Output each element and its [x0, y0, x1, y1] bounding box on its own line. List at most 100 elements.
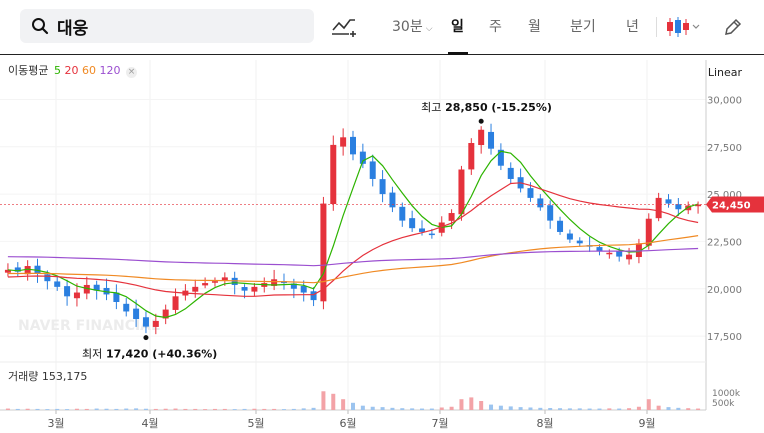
scale-toggle[interactable]: Linear [707, 66, 742, 79]
volume-bar [459, 399, 464, 410]
volume-bar [35, 408, 40, 410]
candle-body [133, 308, 140, 320]
search-query[interactable]: 대웅 [57, 18, 89, 39]
candle-body [359, 151, 366, 164]
candle-body [192, 286, 199, 292]
volume-bar [538, 407, 543, 410]
moving-average-legend: 이동평균 5 20 60 120 × [8, 62, 137, 78]
candle-body [24, 266, 31, 275]
volume-bar [104, 408, 109, 410]
candle-body [695, 204, 702, 207]
volume-bar [380, 407, 385, 410]
candle-body [685, 205, 692, 211]
price-axis-label: 30,000 [707, 95, 742, 106]
volume-bar [262, 408, 267, 410]
candle-body [93, 284, 100, 291]
candle-body [271, 279, 278, 286]
candle-body [54, 281, 61, 287]
volume-bar [193, 408, 198, 410]
candle-body [606, 252, 613, 255]
ma-period-60[interactable]: 60 [81, 64, 96, 77]
candle-body [142, 317, 149, 327]
candle-body [419, 228, 426, 232]
candle-body [566, 233, 573, 240]
active-tab-indicator [448, 52, 468, 55]
close-icon[interactable]: × [125, 67, 137, 78]
candle-body [300, 285, 307, 293]
ma-period-5[interactable]: 5 [53, 64, 61, 77]
candle-body [211, 281, 218, 283]
candle-body [537, 198, 544, 208]
tab-year[interactable]: 년 [626, 19, 639, 35]
volume-bar [252, 408, 257, 410]
candle-body [488, 131, 495, 149]
tab-quarter[interactable]: 분기 [570, 19, 596, 35]
candle-body [635, 243, 642, 258]
candle-body [547, 205, 554, 221]
high-label: 최고 [421, 101, 441, 114]
tab-day[interactable]: 일 [451, 19, 464, 35]
candle-body [231, 277, 238, 285]
volume-bar [55, 408, 60, 410]
interval-label: 30분 [392, 19, 423, 35]
candle-body [251, 286, 258, 292]
candle-body [507, 167, 514, 179]
x-axis-label: 9월 [638, 417, 655, 430]
volume-bar [212, 408, 217, 410]
volume-bar [400, 408, 405, 410]
interval-select[interactable]: 30분 ⌵ [392, 0, 433, 54]
top-toolbar: 대웅 30분 ⌵ 일 주 월 분기 년 [0, 0, 764, 55]
volume-bar [311, 407, 316, 410]
x-axis-label: 7월 [431, 417, 448, 430]
ma-period-20[interactable]: 20 [64, 64, 79, 77]
volume-bar [429, 408, 434, 410]
candle-body [458, 169, 465, 215]
candle-body [478, 129, 485, 146]
candle-body [202, 283, 209, 286]
volume-bar [291, 408, 296, 410]
volume-bar [567, 408, 572, 410]
current-price-value: 24,450 [712, 201, 751, 212]
candle-body [497, 149, 504, 166]
candle-type-icon[interactable] [666, 16, 700, 38]
candle-body [64, 286, 71, 297]
candle-body [557, 220, 564, 232]
price-axis-label: 17,500 [707, 332, 742, 343]
ma-period-120[interactable]: 120 [99, 64, 121, 77]
price-chart[interactable]: 3월 4월 5월 6월 7월 8월 9월 30,000 27,500 25,000 22,500 20… [0, 56, 764, 433]
volume-bar [666, 407, 671, 410]
candle-body [113, 292, 120, 302]
volume-bar [607, 408, 612, 410]
candle-body [162, 309, 169, 319]
x-axis-label: 6월 [339, 417, 356, 430]
drawing-tool-icon[interactable] [332, 17, 358, 37]
candle-body [399, 206, 406, 221]
volume-bar [646, 399, 651, 410]
tab-week[interactable]: 주 [489, 19, 502, 35]
volume-bar [281, 409, 286, 410]
stock-search-box[interactable]: 대웅 [20, 9, 314, 43]
volume-bar [143, 408, 148, 410]
ma-legend-label: 이동평균 [8, 64, 49, 77]
tab-month[interactable]: 월 [528, 19, 541, 35]
candle-body [152, 320, 159, 327]
volume-bar [272, 408, 277, 410]
volume-bar [390, 407, 395, 410]
candle-body [34, 265, 41, 274]
price-axis-label: 20,000 [707, 285, 742, 296]
candle-body [73, 292, 80, 299]
edit-pencil-icon[interactable] [723, 17, 743, 37]
price-axis-label: 25,000 [707, 190, 742, 201]
candle-body [221, 277, 228, 281]
candle-body [340, 137, 347, 147]
volume-bar [15, 408, 20, 410]
candle-body [350, 136, 356, 155]
chevron-down-icon: ⌵ [425, 24, 433, 34]
volume-bar [558, 408, 563, 410]
ma120-line [7, 247, 699, 267]
current-price-tag [706, 196, 764, 213]
candle-body [596, 247, 603, 251]
candle-body [4, 269, 11, 273]
volume-bar [65, 409, 70, 410]
candle-body [310, 291, 317, 301]
